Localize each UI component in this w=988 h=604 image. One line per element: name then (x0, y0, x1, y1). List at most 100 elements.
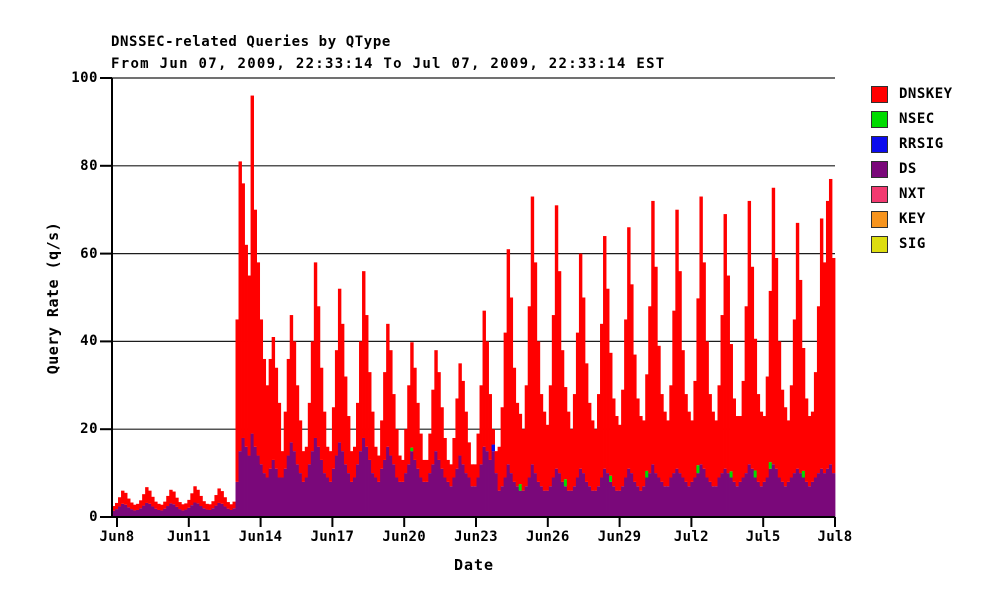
bar-ds (458, 455, 462, 517)
bar-dnskey (241, 183, 245, 438)
bar-dnskey (247, 275, 251, 456)
y-tick-label: 20 (80, 421, 98, 438)
bar-dnskey (262, 358, 267, 474)
bar-ds (202, 508, 206, 517)
legend-label: SIG (899, 236, 926, 252)
bar-ds (633, 481, 637, 517)
bar-dnskey (169, 489, 173, 504)
bar-dnskey (521, 429, 526, 491)
bar-ds (319, 459, 324, 517)
bar-ds (536, 481, 541, 517)
bar-dnskey (575, 332, 580, 478)
bar-dnskey (651, 200, 655, 465)
bar-ds (636, 486, 640, 517)
bar-ds (377, 481, 381, 517)
bar-dnskey (401, 459, 405, 482)
bar-ds (401, 481, 405, 517)
legend-swatch-icon (871, 136, 888, 153)
bar-ds (690, 481, 694, 517)
bar-dnskey (328, 451, 333, 482)
bar-dnskey (500, 407, 505, 487)
bar-dnskey (413, 367, 417, 460)
bar-ds (518, 490, 523, 517)
legend: DNSKEY NSEC RRSIG DS NXT KEY SIG (871, 86, 983, 261)
bar-dnskey (295, 385, 300, 465)
bar-dnskey (310, 341, 315, 452)
bar-dnskey (621, 389, 625, 487)
bar-ds (166, 506, 170, 517)
bar-dnskey (765, 376, 770, 478)
bar-dnskey (343, 376, 348, 465)
bar-ds (723, 468, 727, 517)
bar-dnskey (515, 402, 520, 487)
bar-dnskey (274, 367, 279, 469)
bar-ds (157, 509, 161, 517)
bar-ds (322, 473, 327, 517)
bar-dnskey (822, 262, 827, 474)
bar-dnskey (542, 411, 547, 491)
bar-ds (780, 481, 785, 517)
bar-dnskey (431, 389, 435, 465)
bar-dnskey (190, 493, 194, 506)
bar-ds (600, 477, 604, 517)
bar-dnskey (660, 394, 664, 482)
legend-swatch-icon (871, 161, 888, 178)
bar-ds (467, 477, 471, 517)
x-tick-label: Jun11 (166, 529, 211, 545)
legend-item-rrsig: RRSIG (871, 136, 983, 153)
legend-label: NXT (899, 186, 926, 202)
bar-ds (250, 433, 254, 517)
bar-dnskey (485, 341, 489, 452)
x-tick-label: Jun20 (382, 529, 427, 545)
bar-dnskey (545, 424, 550, 491)
bar-ds (235, 481, 239, 517)
legend-item-key: KEY (871, 211, 983, 228)
bar-ds (151, 506, 155, 517)
bar-ds (205, 509, 209, 517)
bar-ds (819, 468, 824, 517)
bar-ds (175, 506, 179, 517)
bar-dnskey (256, 262, 261, 456)
bar-dnskey (672, 310, 676, 474)
bar-dnskey (572, 394, 577, 487)
bar-nsec (753, 470, 758, 478)
bar-dnskey (340, 323, 345, 452)
legend-swatch-icon (871, 211, 888, 228)
bar-dnskey (211, 501, 215, 509)
bar-ds (581, 473, 586, 517)
bar-ds (304, 477, 309, 517)
bar-ds (121, 503, 125, 517)
bar-dnskey (699, 196, 703, 465)
bar-nsec (563, 479, 568, 487)
bar-dnskey (810, 411, 815, 482)
bar-ds (163, 508, 167, 517)
bar-dnskey (741, 380, 746, 478)
bar-ds (398, 481, 402, 517)
bar-ds (527, 477, 532, 517)
bar-dnskey (780, 389, 785, 482)
bar-dnskey (774, 257, 779, 469)
bar-dnskey (232, 501, 236, 509)
bar-ds (506, 464, 511, 517)
legend-label: DNSKEY (899, 86, 953, 102)
bar-ds (732, 481, 736, 517)
bar-ds (199, 506, 203, 517)
bar-dnskey (795, 222, 800, 469)
bar-ds (741, 477, 746, 517)
bar-ds (497, 490, 502, 517)
y-tick-label: 80 (80, 157, 98, 174)
bar-dnskey (554, 205, 559, 469)
bar-dnskey (491, 429, 495, 445)
bar-ds (488, 459, 492, 517)
bar-ds (717, 477, 721, 517)
bar-ds (813, 477, 818, 517)
bar-dnskey (383, 372, 387, 460)
legend-item-dnskey: DNSKEY (871, 86, 983, 103)
bar-dnskey (566, 411, 571, 491)
bar-dnskey (663, 411, 667, 487)
bar-dnskey (446, 459, 450, 482)
bar-dnskey (250, 95, 254, 434)
x-tick-label: Jun29 (597, 529, 642, 545)
bar-ds (735, 486, 739, 517)
bar-dnskey (316, 306, 321, 447)
